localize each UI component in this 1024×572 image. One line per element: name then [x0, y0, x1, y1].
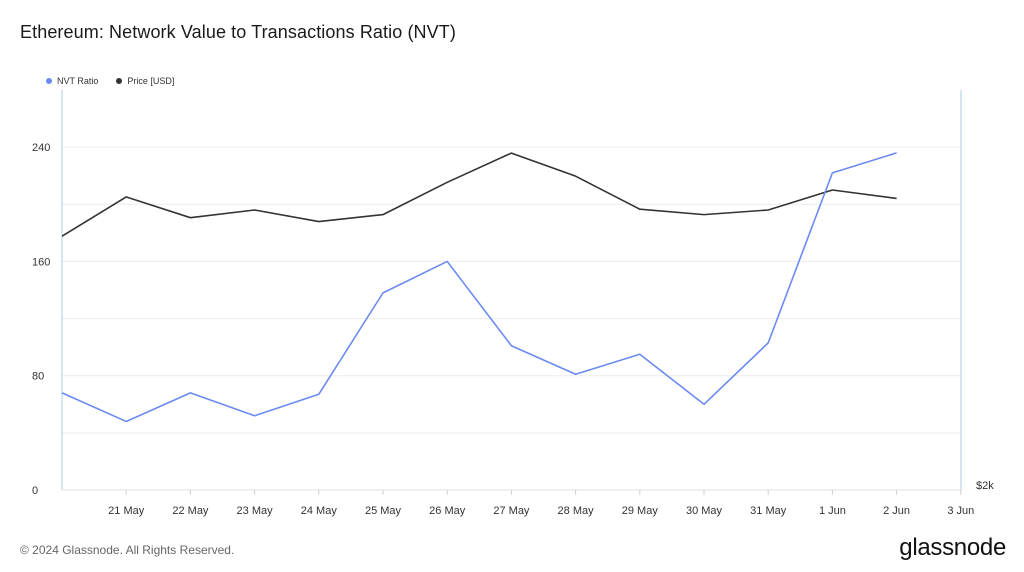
- legend-item-nvt[interactable]: NVT Ratio: [46, 76, 98, 86]
- x-tick-label: 28 May: [558, 505, 595, 517]
- x-tick-label: 24 May: [301, 505, 338, 517]
- legend-dot-price: [116, 78, 123, 84]
- x-tick-label: 26 May: [429, 505, 466, 517]
- legend-label-nvt: NVT Ratio: [57, 76, 99, 86]
- price-line: [61, 152, 897, 237]
- y-tick-label: 240: [32, 142, 50, 154]
- legend: NVT Ratio Price [USD]: [46, 76, 174, 86]
- x-tick-label: 27 May: [493, 505, 530, 517]
- x-tick-label: 1 Jun: [819, 505, 846, 517]
- y-tick-label: 160: [32, 256, 50, 268]
- x-tick-label: 3 Jun: [947, 505, 974, 517]
- copyright: © 2024 Glassnode. All Rights Reserved.: [20, 543, 235, 557]
- y-tick-label: 0: [32, 485, 38, 497]
- y-tick-label: 80: [32, 371, 44, 383]
- y-right-tick-label: $2k: [976, 480, 994, 492]
- x-tick-label: 23 May: [237, 505, 274, 517]
- x-tick-label: 25 May: [365, 505, 402, 517]
- legend-label-price: Price [USD]: [127, 76, 175, 86]
- x-tick-label: 22 May: [172, 505, 209, 517]
- x-tick-label: 31 May: [750, 505, 787, 517]
- x-tick-label: 21 May: [108, 505, 145, 517]
- legend-dot-nvt: [46, 78, 52, 84]
- x-tick-label: 30 May: [686, 505, 723, 517]
- x-tick-label: 2 Jun: [883, 505, 910, 517]
- x-tick-label: 29 May: [622, 505, 659, 517]
- legend-item-price[interactable]: Price [USD]: [116, 76, 174, 86]
- glassnode-logo: glassnode: [899, 534, 1006, 561]
- nvt-line: [61, 152, 897, 423]
- chart-title: Ethereum: Network Value to Transactions …: [20, 22, 456, 42]
